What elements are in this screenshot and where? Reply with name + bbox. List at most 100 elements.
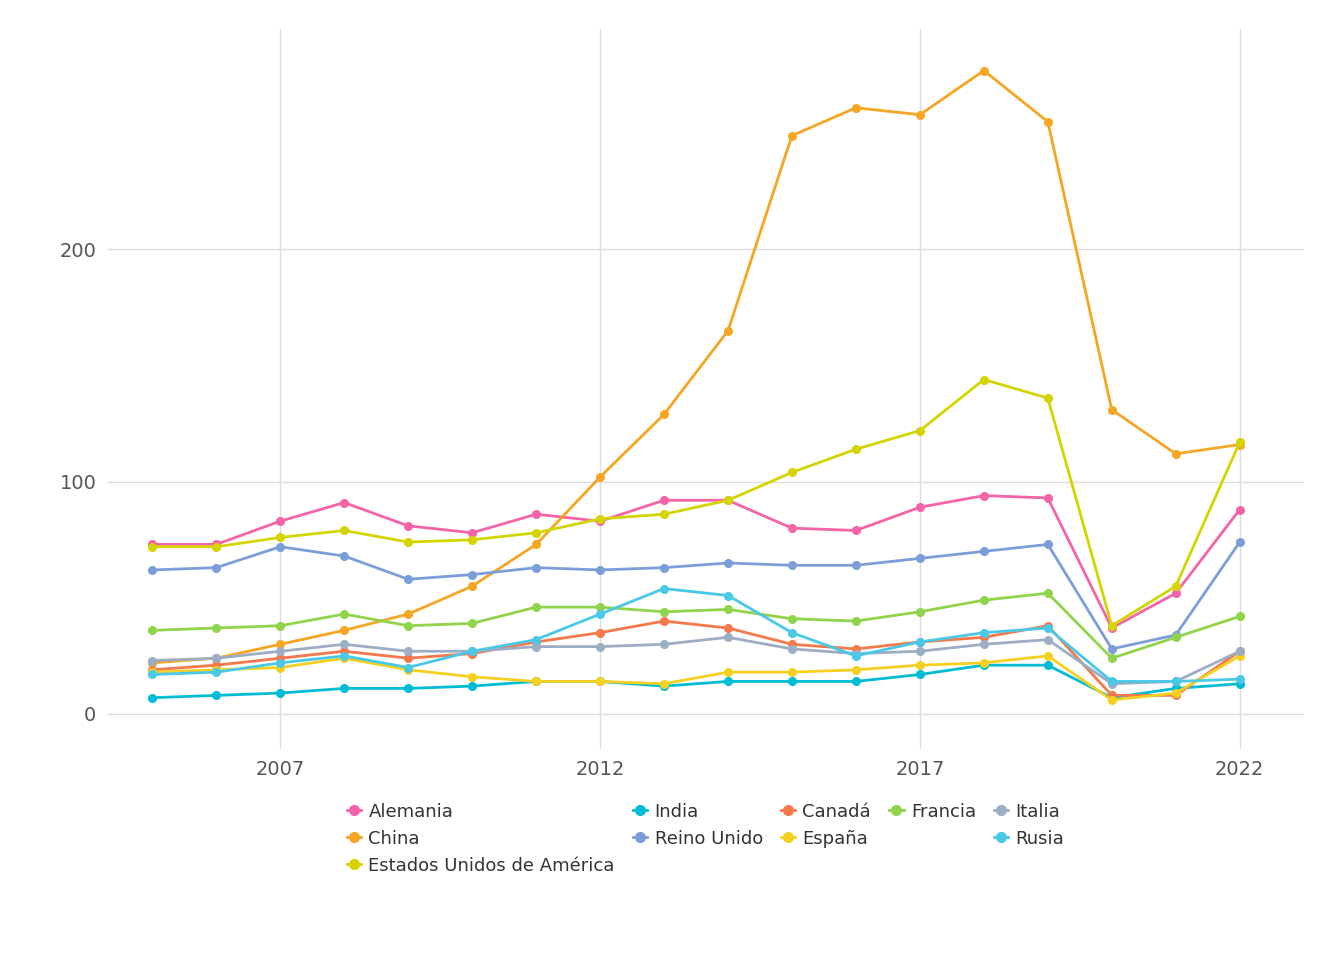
Italia (208, 653, 224, 664)
China (273, 638, 289, 650)
Estados Unidos de América (1040, 393, 1056, 404)
Line: Francia: Francia (148, 589, 1243, 662)
Rusia (1103, 676, 1120, 687)
Reino Unido (1103, 643, 1120, 655)
Francia (1040, 588, 1056, 599)
Line: India: India (148, 661, 1243, 702)
China (1040, 116, 1056, 128)
España (144, 666, 160, 678)
Canadá (591, 627, 607, 638)
Francia (401, 620, 417, 632)
Italia (1168, 676, 1184, 687)
Alemania (784, 522, 800, 534)
Reino Unido (656, 562, 672, 573)
España (720, 666, 737, 678)
Rusia (911, 636, 927, 648)
Estados Unidos de América (208, 541, 224, 553)
Italia (464, 645, 480, 657)
España (1231, 650, 1247, 661)
China (911, 109, 927, 121)
Francia (720, 604, 737, 615)
Alemania (401, 520, 417, 532)
Francia (784, 613, 800, 625)
Canadá (720, 622, 737, 634)
India (591, 676, 607, 687)
Alemania (528, 509, 544, 520)
Line: Alemania: Alemania (148, 492, 1243, 632)
India (528, 676, 544, 687)
Estados Unidos de América (1168, 581, 1184, 592)
Rusia (273, 657, 289, 668)
Italia (1231, 645, 1247, 657)
India (208, 689, 224, 701)
España (911, 660, 927, 671)
Line: China: China (148, 67, 1243, 666)
Alemania (208, 539, 224, 550)
Italia (848, 648, 864, 660)
Estados Unidos de América (976, 373, 992, 385)
Rusia (591, 609, 607, 620)
Reino Unido (911, 553, 927, 564)
Estados Unidos de América (336, 525, 352, 537)
Alemania (720, 494, 737, 506)
Rusia (976, 627, 992, 638)
India (911, 669, 927, 681)
Estados Unidos de América (720, 494, 737, 506)
Canadá (464, 648, 480, 660)
Francia (911, 606, 927, 617)
España (1168, 687, 1184, 699)
India (784, 676, 800, 687)
Italia (1040, 634, 1056, 645)
India (1040, 660, 1056, 671)
Reino Unido (336, 550, 352, 562)
China (848, 102, 864, 113)
Reino Unido (976, 545, 992, 557)
China (528, 539, 544, 550)
Italia (401, 645, 417, 657)
Alemania (656, 494, 672, 506)
Rusia (464, 645, 480, 657)
Francia (208, 622, 224, 634)
Canadá (1168, 689, 1184, 701)
Line: Estados Unidos de América: Estados Unidos de América (148, 375, 1243, 630)
Canadá (656, 615, 672, 627)
Francia (1168, 632, 1184, 643)
Rusia (1168, 676, 1184, 687)
China (144, 657, 160, 668)
Reino Unido (144, 564, 160, 576)
Canadá (784, 638, 800, 650)
China (464, 581, 480, 592)
India (1168, 683, 1184, 694)
Reino Unido (720, 557, 737, 568)
Reino Unido (848, 560, 864, 571)
Francia (848, 615, 864, 627)
Estados Unidos de América (528, 527, 544, 539)
Italia (720, 632, 737, 643)
Alemania (1168, 588, 1184, 599)
India (1103, 692, 1120, 704)
Reino Unido (464, 569, 480, 581)
España (591, 676, 607, 687)
Italia (144, 655, 160, 666)
Alemania (591, 516, 607, 527)
India (976, 660, 992, 671)
Alemania (336, 497, 352, 509)
Canadá (401, 653, 417, 664)
Francia (336, 609, 352, 620)
Alemania (144, 539, 160, 550)
Francia (464, 617, 480, 629)
India (656, 681, 672, 692)
Italia (656, 638, 672, 650)
Rusia (1231, 673, 1247, 684)
Canadá (208, 660, 224, 671)
Line: Rusia: Rusia (148, 585, 1243, 685)
Francia (273, 620, 289, 632)
Estados Unidos de América (401, 537, 417, 548)
Canadá (1231, 645, 1247, 657)
Canadá (911, 636, 927, 648)
Italia (273, 645, 289, 657)
Italia (976, 638, 992, 650)
Italia (591, 641, 607, 653)
España (1103, 694, 1120, 706)
Francia (528, 601, 544, 612)
